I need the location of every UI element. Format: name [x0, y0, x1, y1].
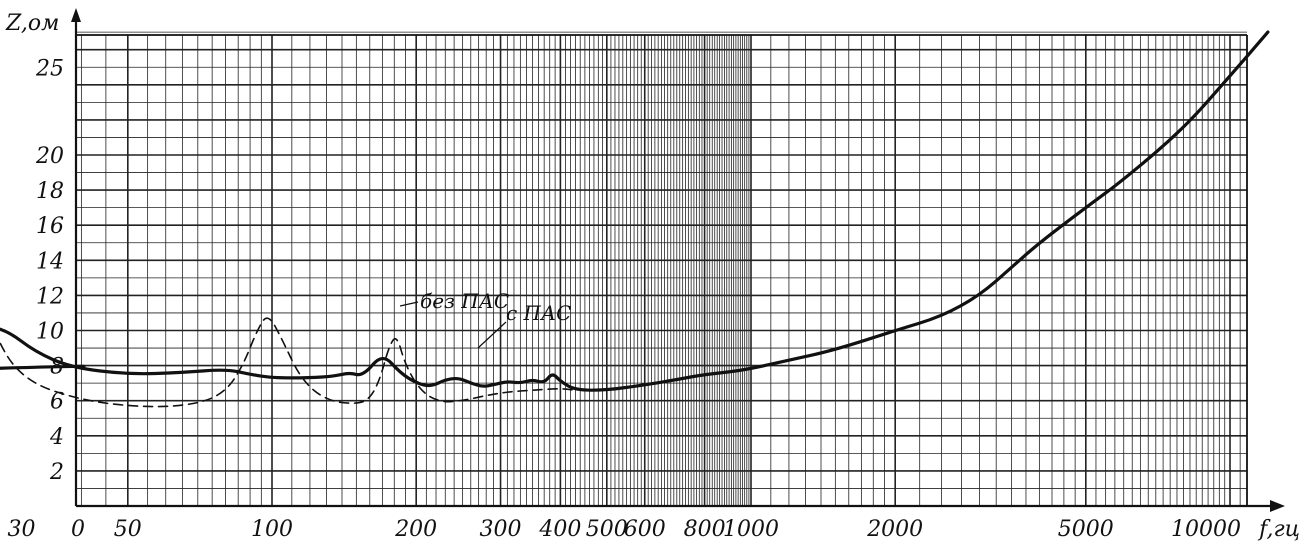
y-tick-label: 14 [36, 249, 64, 274]
x-tick-label: 5000 [1058, 517, 1114, 542]
x-tick-label: 200 [394, 517, 437, 542]
annotation-leader [477, 321, 507, 349]
y-tick-label: 2 [49, 460, 64, 485]
y-tick-label: 6 [50, 390, 64, 415]
y-tick-label: 12 [36, 284, 64, 309]
x-tick-label: 800 [684, 517, 726, 542]
series-line-dashed [0, 317, 577, 408]
y-axis-title: Z,ом [5, 11, 59, 36]
y-tick-label: 20 [35, 144, 64, 169]
x-tick-label: 2000 [866, 517, 923, 542]
chart-grid [76, 31, 1247, 507]
y-tick-label: 25 [35, 56, 64, 81]
y-tick-label: 4 [49, 425, 64, 450]
y-axis-arrow [71, 8, 81, 22]
x-tick-label: 500 [586, 517, 628, 542]
axis-titles: Z,ом f,гц [5, 11, 1300, 542]
y-tick-label: 16 [36, 214, 64, 239]
x-tick-label: 600 [624, 517, 666, 542]
chart-axes [71, 8, 1285, 512]
x-tick-label: 10000 [1171, 517, 1241, 542]
series-line-solid [0, 30, 1270, 392]
annotation-label: без ПАС [420, 289, 509, 313]
x-tick-label: 30 [8, 517, 36, 542]
annotation-leader [399, 301, 419, 307]
x-tick-label: 0 [71, 517, 85, 542]
x-axis-arrow [1270, 500, 1285, 512]
chart-series [0, 30, 1270, 408]
x-tick-label: 100 [251, 517, 293, 542]
x-tick-label: 400 [538, 517, 581, 542]
x-tick-label: 50 [114, 517, 142, 542]
y-tick-label: 18 [36, 179, 64, 204]
x-axis-title: f,гц [1257, 517, 1300, 542]
y-tick-label: 10 [36, 320, 64, 345]
x-tick-label: 300 [480, 517, 522, 542]
annotation-label: с ПАС [506, 301, 571, 325]
x-tick-label: 1000 [723, 517, 779, 542]
